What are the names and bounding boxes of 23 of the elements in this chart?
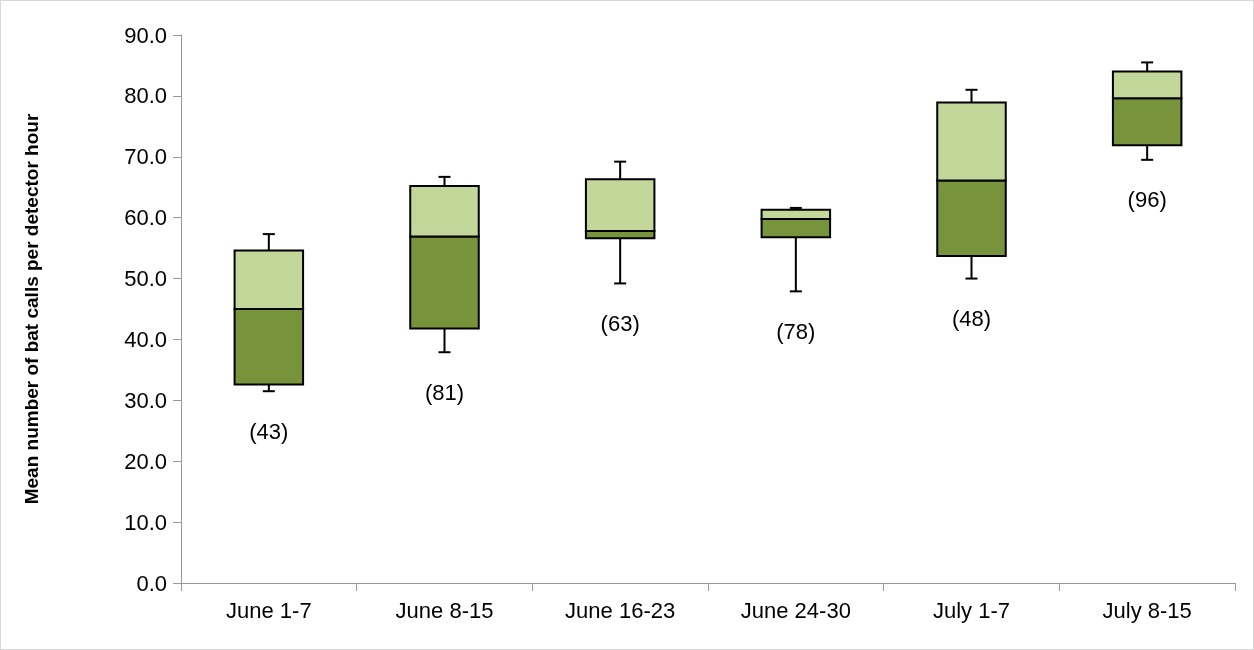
x-tick-label: June 16-23 bbox=[565, 597, 676, 623]
x-tick-label: July 1-7 bbox=[932, 597, 1011, 623]
y-tick-label: 0.0 bbox=[136, 570, 167, 596]
annotation: (96) bbox=[1127, 187, 1167, 213]
y-tick-label: 10.0 bbox=[124, 509, 167, 535]
annotation: (43) bbox=[249, 418, 289, 444]
y-tick-label: 40.0 bbox=[124, 326, 167, 352]
y-tick-label: 20.0 bbox=[124, 448, 167, 474]
annotation: (81) bbox=[424, 379, 465, 405]
x-tick-label: July 8-15 bbox=[1102, 597, 1192, 623]
y-tick-label: 60.0 bbox=[124, 205, 167, 231]
y-tick-label: 50.0 bbox=[124, 266, 167, 292]
annotation: (48) bbox=[951, 306, 992, 332]
x-tick-label: June 1-7 bbox=[226, 597, 312, 623]
annotation: (63) bbox=[600, 310, 640, 336]
x-tick-label: June 24-30 bbox=[740, 597, 851, 623]
y-tick-label: 90.0 bbox=[124, 22, 167, 48]
annotation: (78) bbox=[776, 318, 816, 344]
y-axis-title: Mean number of bat calls per detector hour bbox=[21, 113, 42, 505]
y-tick-label: 80.0 bbox=[124, 83, 167, 109]
y-tick-label: 30.0 bbox=[124, 387, 167, 413]
y-tick-label: 70.0 bbox=[124, 144, 167, 170]
x-tick-label: June 8-15 bbox=[395, 597, 494, 623]
